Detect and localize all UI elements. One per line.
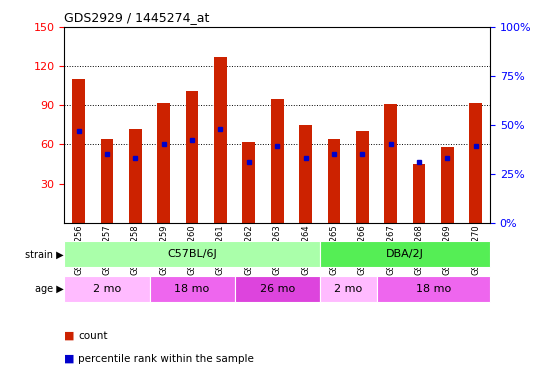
- Bar: [328, 139, 340, 223]
- Text: DBA/2J: DBA/2J: [386, 249, 424, 260]
- Text: C57BL/6J: C57BL/6J: [167, 249, 217, 260]
- Text: 18 mo: 18 mo: [175, 284, 209, 294]
- Bar: [384, 104, 397, 223]
- Text: GDS2929 / 1445274_at: GDS2929 / 1445274_at: [64, 11, 210, 24]
- Bar: [64, 276, 150, 302]
- Bar: [376, 276, 490, 302]
- Text: ■: ■: [64, 354, 75, 364]
- Bar: [64, 242, 320, 267]
- Text: percentile rank within the sample: percentile rank within the sample: [78, 354, 254, 364]
- Text: age ▶: age ▶: [35, 284, 63, 294]
- Bar: [186, 91, 198, 223]
- Bar: [242, 142, 255, 223]
- Text: 26 mo: 26 mo: [260, 284, 295, 294]
- Text: strain ▶: strain ▶: [25, 249, 63, 260]
- Bar: [150, 276, 235, 302]
- Bar: [356, 131, 368, 223]
- Bar: [271, 99, 283, 223]
- Bar: [129, 129, 142, 223]
- Text: 2 mo: 2 mo: [93, 284, 121, 294]
- Text: 2 mo: 2 mo: [334, 284, 362, 294]
- Bar: [235, 276, 320, 302]
- Bar: [469, 103, 482, 223]
- Text: ■: ■: [64, 331, 75, 341]
- Bar: [72, 79, 85, 223]
- Bar: [320, 276, 376, 302]
- Text: count: count: [78, 331, 108, 341]
- Bar: [101, 139, 113, 223]
- Text: 18 mo: 18 mo: [416, 284, 451, 294]
- Bar: [214, 57, 227, 223]
- Bar: [320, 242, 490, 267]
- Bar: [299, 125, 312, 223]
- Bar: [413, 164, 426, 223]
- Bar: [157, 103, 170, 223]
- Bar: [441, 147, 454, 223]
